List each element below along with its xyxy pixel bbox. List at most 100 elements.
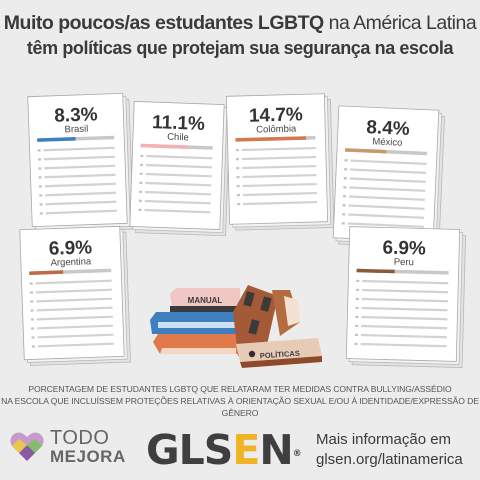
card-bullet xyxy=(31,336,35,339)
value-label-argentina: 6.9% xyxy=(48,237,92,260)
book-manual xyxy=(170,288,240,308)
glsen-part-3: N xyxy=(259,426,293,474)
todo-label: TODO xyxy=(50,427,110,449)
book-politicas xyxy=(236,338,322,362)
glsen-part-2: E xyxy=(232,426,260,474)
binder-clip-2 xyxy=(260,296,272,312)
card-bullet xyxy=(356,279,360,283)
card-text-line xyxy=(348,195,425,201)
bar-chile xyxy=(140,143,189,149)
card-text-line xyxy=(44,173,116,179)
bar-peru xyxy=(356,268,395,274)
card-bullet xyxy=(237,202,241,206)
bar-argentina xyxy=(29,270,64,275)
country-label-chile: Chile xyxy=(167,132,189,144)
card-bullet xyxy=(30,300,34,303)
card-text-line xyxy=(242,164,317,170)
heart-icon xyxy=(10,432,44,461)
footer: TODO MEJORA GLSEN® Mais informação em gl… xyxy=(0,420,480,480)
card-bullet xyxy=(139,190,143,193)
card-bullet xyxy=(355,315,359,319)
card-bullet xyxy=(355,297,359,301)
card-text-line xyxy=(241,155,316,161)
card-bullet xyxy=(39,212,43,215)
card-text-line xyxy=(360,333,447,339)
card-bullet xyxy=(236,175,240,179)
card-bullet xyxy=(342,213,346,216)
glsen-logo: GLSEN® xyxy=(146,426,302,474)
card-bullet xyxy=(37,149,41,152)
card-text-line xyxy=(43,155,115,161)
card-text-line xyxy=(348,204,425,210)
card-bullet xyxy=(235,157,240,161)
card-text-line xyxy=(145,163,212,169)
more-info: Mais informação em glsen.org/latinameric… xyxy=(316,430,463,470)
card-text-line xyxy=(44,164,116,170)
card-text-line xyxy=(36,297,113,303)
card-bullet xyxy=(343,186,347,189)
todo-mejora-logo: TODO MEJORA xyxy=(10,428,130,468)
card-bullet xyxy=(30,309,34,312)
card-text-line xyxy=(145,190,212,196)
book-orange-pages xyxy=(160,348,236,354)
card-peru: 6.9%Peru xyxy=(345,226,466,368)
value-label-brasil: 8.3% xyxy=(54,104,98,127)
card-bullet xyxy=(342,195,347,198)
card-bullet xyxy=(31,327,35,330)
card-colombia: 14.7%Colômbia xyxy=(225,93,335,231)
card-bullet xyxy=(39,203,43,206)
caption: PORCENTAGEM DE ESTUDANTES LGBTQ QUE RELA… xyxy=(0,383,480,419)
card-text-line xyxy=(241,146,316,152)
card-bullet xyxy=(140,154,144,158)
value-label-peru: 6.9% xyxy=(382,237,426,259)
card-text-line xyxy=(37,342,114,348)
card-text-line xyxy=(44,182,116,188)
card-bullet xyxy=(138,199,142,202)
bar-brasil xyxy=(37,137,76,142)
title-bold: Muito poucos/as estudantes LGBTQ xyxy=(3,12,324,34)
chart-title: Muito poucos/as estudantes LGBTQ na Amér… xyxy=(0,10,480,60)
book-blue-pages xyxy=(158,322,238,328)
card-text-line xyxy=(361,306,448,312)
card-bullet xyxy=(235,148,239,152)
card-bullet xyxy=(355,306,359,310)
card-text-line xyxy=(35,279,112,285)
card-text-line xyxy=(144,208,211,214)
card-bullet xyxy=(37,158,41,161)
card-bullet xyxy=(341,222,345,225)
politicas-label: POLÍTICAS xyxy=(260,349,301,361)
card-bullet xyxy=(29,282,33,285)
more-info-link[interactable]: glsen.org/latinamerica xyxy=(316,451,463,468)
card-text-line xyxy=(361,315,448,321)
card-text-line xyxy=(242,191,317,197)
more-info-line-1: Mais informação em xyxy=(316,431,452,448)
card-text-line xyxy=(45,191,117,197)
caption-line-1: PORCENTAGEM DE ESTUDANTES LGBTQ QUE RELA… xyxy=(28,384,452,394)
card-text-line xyxy=(361,297,448,303)
card-text-line xyxy=(361,324,448,330)
card-text-line xyxy=(349,177,426,183)
mejora-label: MEJORA xyxy=(50,447,126,466)
card-bullet xyxy=(38,185,42,188)
card-chile: 11.1%Chile xyxy=(129,101,231,237)
book-politicas-spine xyxy=(240,356,322,368)
value-label-chile: 11.1% xyxy=(152,112,206,135)
card-text-line xyxy=(145,181,212,187)
card-text-line xyxy=(35,288,112,294)
card-text-line xyxy=(347,222,424,228)
card-text-line xyxy=(350,159,427,165)
card-text-line xyxy=(45,200,117,206)
card-text-line xyxy=(146,154,213,160)
card-bullet xyxy=(29,291,33,294)
card-bullet xyxy=(138,208,142,211)
bar-colombia xyxy=(235,136,307,142)
card-text-line xyxy=(360,342,447,348)
country-label-brasil: Brasil xyxy=(64,124,88,136)
card-bullet xyxy=(39,194,43,197)
card-bullet xyxy=(30,318,34,321)
title-light: na América Latina xyxy=(328,12,477,34)
card-brasil: 8.3%Brasil xyxy=(27,92,134,233)
card-bullet xyxy=(343,177,347,180)
card-text-line xyxy=(362,279,449,285)
